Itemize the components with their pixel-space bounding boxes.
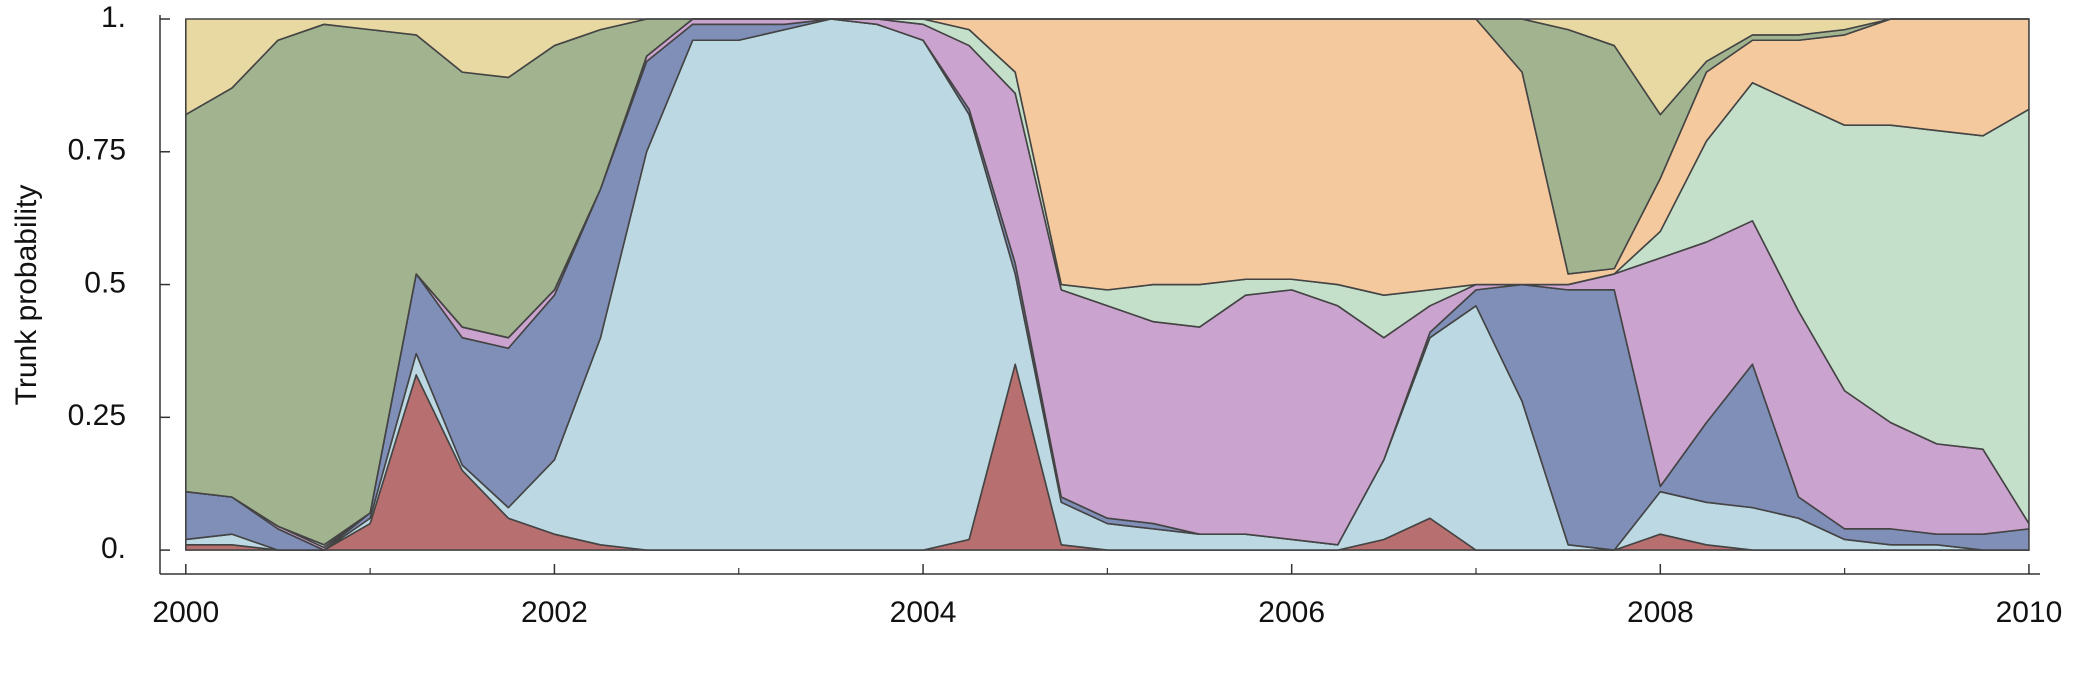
y-tick-label: 1. <box>101 1 126 34</box>
y-axis-label: Trunk probability <box>10 185 43 406</box>
x-tick-label: 2010 <box>1996 596 2063 629</box>
x-tick-label: 2004 <box>890 596 957 629</box>
x-tick-label: 2002 <box>521 596 588 629</box>
y-tick-label: 0. <box>101 532 126 565</box>
areas <box>185 18 2030 551</box>
x-tick-label: 2006 <box>1258 596 1325 629</box>
y-tick-label: 0.25 <box>68 399 126 432</box>
area <box>185 18 2030 116</box>
y-tick-label: 0.75 <box>68 134 126 167</box>
y-tick-label: 0.5 <box>84 266 126 299</box>
x-tick-label: 2000 <box>152 596 219 629</box>
x-tick-label: 2008 <box>1627 596 1694 629</box>
